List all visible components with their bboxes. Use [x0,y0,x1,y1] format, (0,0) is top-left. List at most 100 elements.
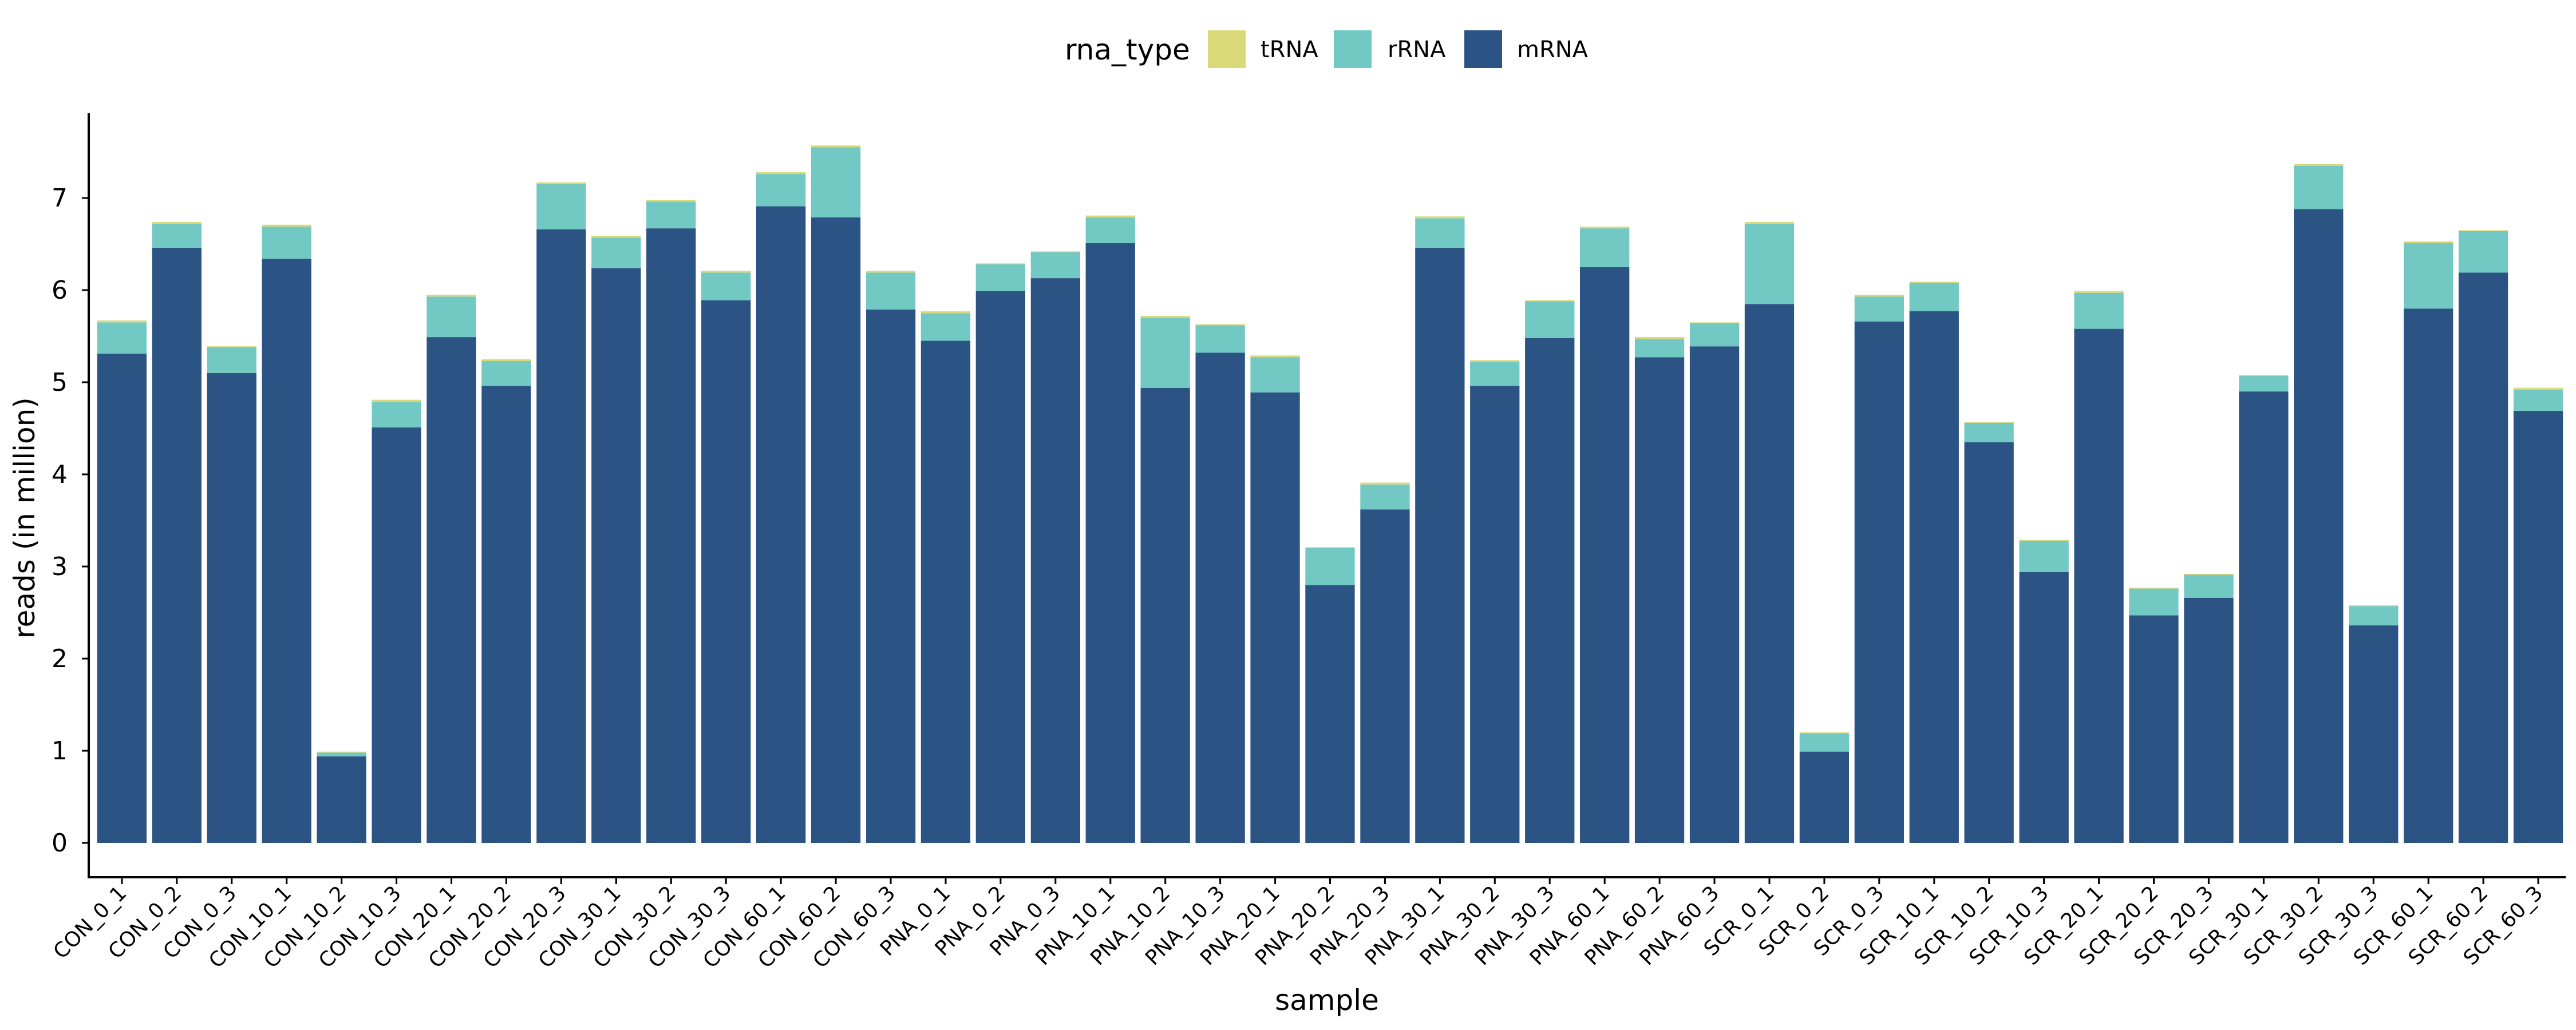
bar-rrna-scr-20-1 [2074,292,2124,329]
bar-trna-scr-20-3 [2184,573,2234,575]
bar-trna-pna-10-3 [1195,324,1245,326]
bar-mrna-pna-0-1 [920,340,971,843]
bar-trna-scr-60-1 [2404,241,2453,243]
bar-mrna-scr-10-2 [1964,442,2014,843]
bar-trna-con-30-2 [646,200,696,202]
bar-mrna-scr-30-2 [2294,209,2344,843]
y-tick-label: 3 [52,552,68,581]
bar-trna-scr-10-1 [1909,282,1959,283]
y-tick-label: 6 [52,276,68,305]
bar-trna-scr-20-2 [2129,588,2179,589]
bar-rrna-pna-10-2 [1140,318,1190,388]
bar-trna-pna-30-3 [1525,300,1575,302]
bar-rrna-pna-20-3 [1360,484,1410,510]
bar-rrna-scr-10-3 [2019,540,2069,572]
bar-rrna-pna-0-2 [975,264,1025,291]
bar-trna-scr-60-3 [2513,387,2563,390]
bar-mrna-con-30-3 [701,300,751,843]
bar-rrna-con-10-3 [372,401,421,427]
bar-mrna-scr-20-2 [2129,615,2179,843]
bar-mrna-con-30-1 [591,268,641,843]
x-axis-ticks: CON_0_1CON_0_2CON_0_3CON_10_1CON_10_2CON… [49,877,2547,973]
x-axis-title: sample [1275,984,1379,1017]
bar-trna-pna-20-2 [1305,547,1355,548]
bar-trna-con-10-1 [262,224,311,227]
bar-trna-pna-30-2 [1470,360,1520,362]
bar-rrna-pna-10-1 [1085,217,1135,243]
bar-mrna-pna-60-1 [1580,267,1630,843]
bar-mrna-scr-0-2 [1799,751,1849,843]
bar-mrna-pna-20-2 [1305,585,1355,843]
bar-trna-pna-30-1 [1415,216,1465,219]
bar-trna-con-20-2 [481,359,531,361]
bar-trna-con-30-3 [701,271,751,273]
bar-trna-pna-10-2 [1140,316,1190,318]
bar-rrna-scr-10-1 [1909,283,1959,311]
bar-trna-con-20-1 [426,295,476,297]
y-tick-label: 7 [52,184,68,213]
bar-trna-pna-0-3 [1030,251,1080,252]
bar-mrna-con-0-1 [97,354,147,843]
bar-rrna-pna-30-1 [1415,218,1465,248]
bar-rrna-scr-30-3 [2349,606,2399,625]
bar-rrna-scr-20-2 [2129,588,2179,616]
bar-trna-scr-10-3 [2019,540,2069,541]
bar-trna-con-10-2 [317,751,366,753]
bar-trna-con-0-2 [152,221,202,224]
bar-trna-scr-10-2 [1964,422,2014,423]
bar-rrna-pna-20-1 [1250,357,1300,393]
y-tick-label: 1 [52,736,68,766]
bar-mrna-pna-10-2 [1140,387,1190,843]
bar-rrna-pna-20-2 [1305,548,1355,585]
bar-mrna-pna-10-1 [1085,243,1135,843]
bar-rrna-con-30-2 [646,201,696,229]
bar-rrna-scr-60-3 [2513,389,2563,411]
legend-label-trna: tRNA [1261,37,1318,63]
bar-mrna-scr-30-1 [2239,391,2289,843]
bar-rrna-con-20-3 [536,184,586,229]
bar-rrna-con-10-1 [262,226,311,259]
bar-trna-pna-20-3 [1360,482,1410,485]
legend-swatch-trna [1208,30,1246,68]
bar-mrna-scr-0-1 [1744,304,1795,843]
bar-trna-pna-60-3 [1689,322,1740,323]
bar-rrna-pna-10-3 [1195,325,1245,353]
bar-mrna-pna-0-3 [1030,278,1080,843]
bar-mrna-con-30-2 [646,228,696,843]
bar-mrna-con-10-2 [317,756,366,843]
bar-rrna-con-0-2 [152,224,202,248]
bars [97,145,2563,843]
bar-mrna-pna-20-3 [1360,509,1410,843]
bar-trna-con-20-3 [536,182,586,184]
bar-trna-con-60-3 [866,271,916,273]
legend-swatch-mrna [1464,30,1502,68]
bar-mrna-scr-20-1 [2074,328,2124,843]
bar-rrna-con-0-1 [97,322,147,354]
bar-rrna-con-0-3 [207,347,256,373]
bar-rrna-pna-0-1 [920,313,971,341]
bar-trna-con-60-1 [756,172,806,175]
bar-trna-pna-0-2 [975,263,1025,264]
bar-rrna-scr-30-2 [2294,165,2344,209]
bar-trna-scr-20-1 [2074,291,2124,293]
bar-mrna-scr-0-3 [1854,321,1904,843]
bar-trna-con-0-1 [97,320,147,323]
bar-mrna-pna-20-1 [1250,392,1300,843]
y-tick-label: 0 [52,829,68,858]
legend-swatch-rrna [1334,30,1372,68]
bar-mrna-con-60-1 [756,206,806,843]
legend-title: rna_type [1065,33,1190,66]
bar-mrna-con-10-3 [372,427,421,843]
bar-mrna-scr-10-1 [1909,311,1959,843]
bar-mrna-scr-60-1 [2404,308,2453,843]
legend: rna_type tRNA rRNA mRNA [1065,30,1589,68]
bar-rrna-scr-0-1 [1744,224,1795,304]
bar-trna-pna-0-1 [920,311,971,314]
bar-rrna-pna-60-2 [1634,339,1685,358]
bar-trna-scr-60-2 [2458,230,2508,231]
bar-mrna-con-0-3 [207,373,256,843]
bar-rrna-pna-0-3 [1030,252,1080,279]
bar-trna-scr-30-3 [2349,605,2399,607]
bar-trna-scr-30-1 [2239,375,2289,376]
bar-rrna-con-60-1 [756,174,806,207]
